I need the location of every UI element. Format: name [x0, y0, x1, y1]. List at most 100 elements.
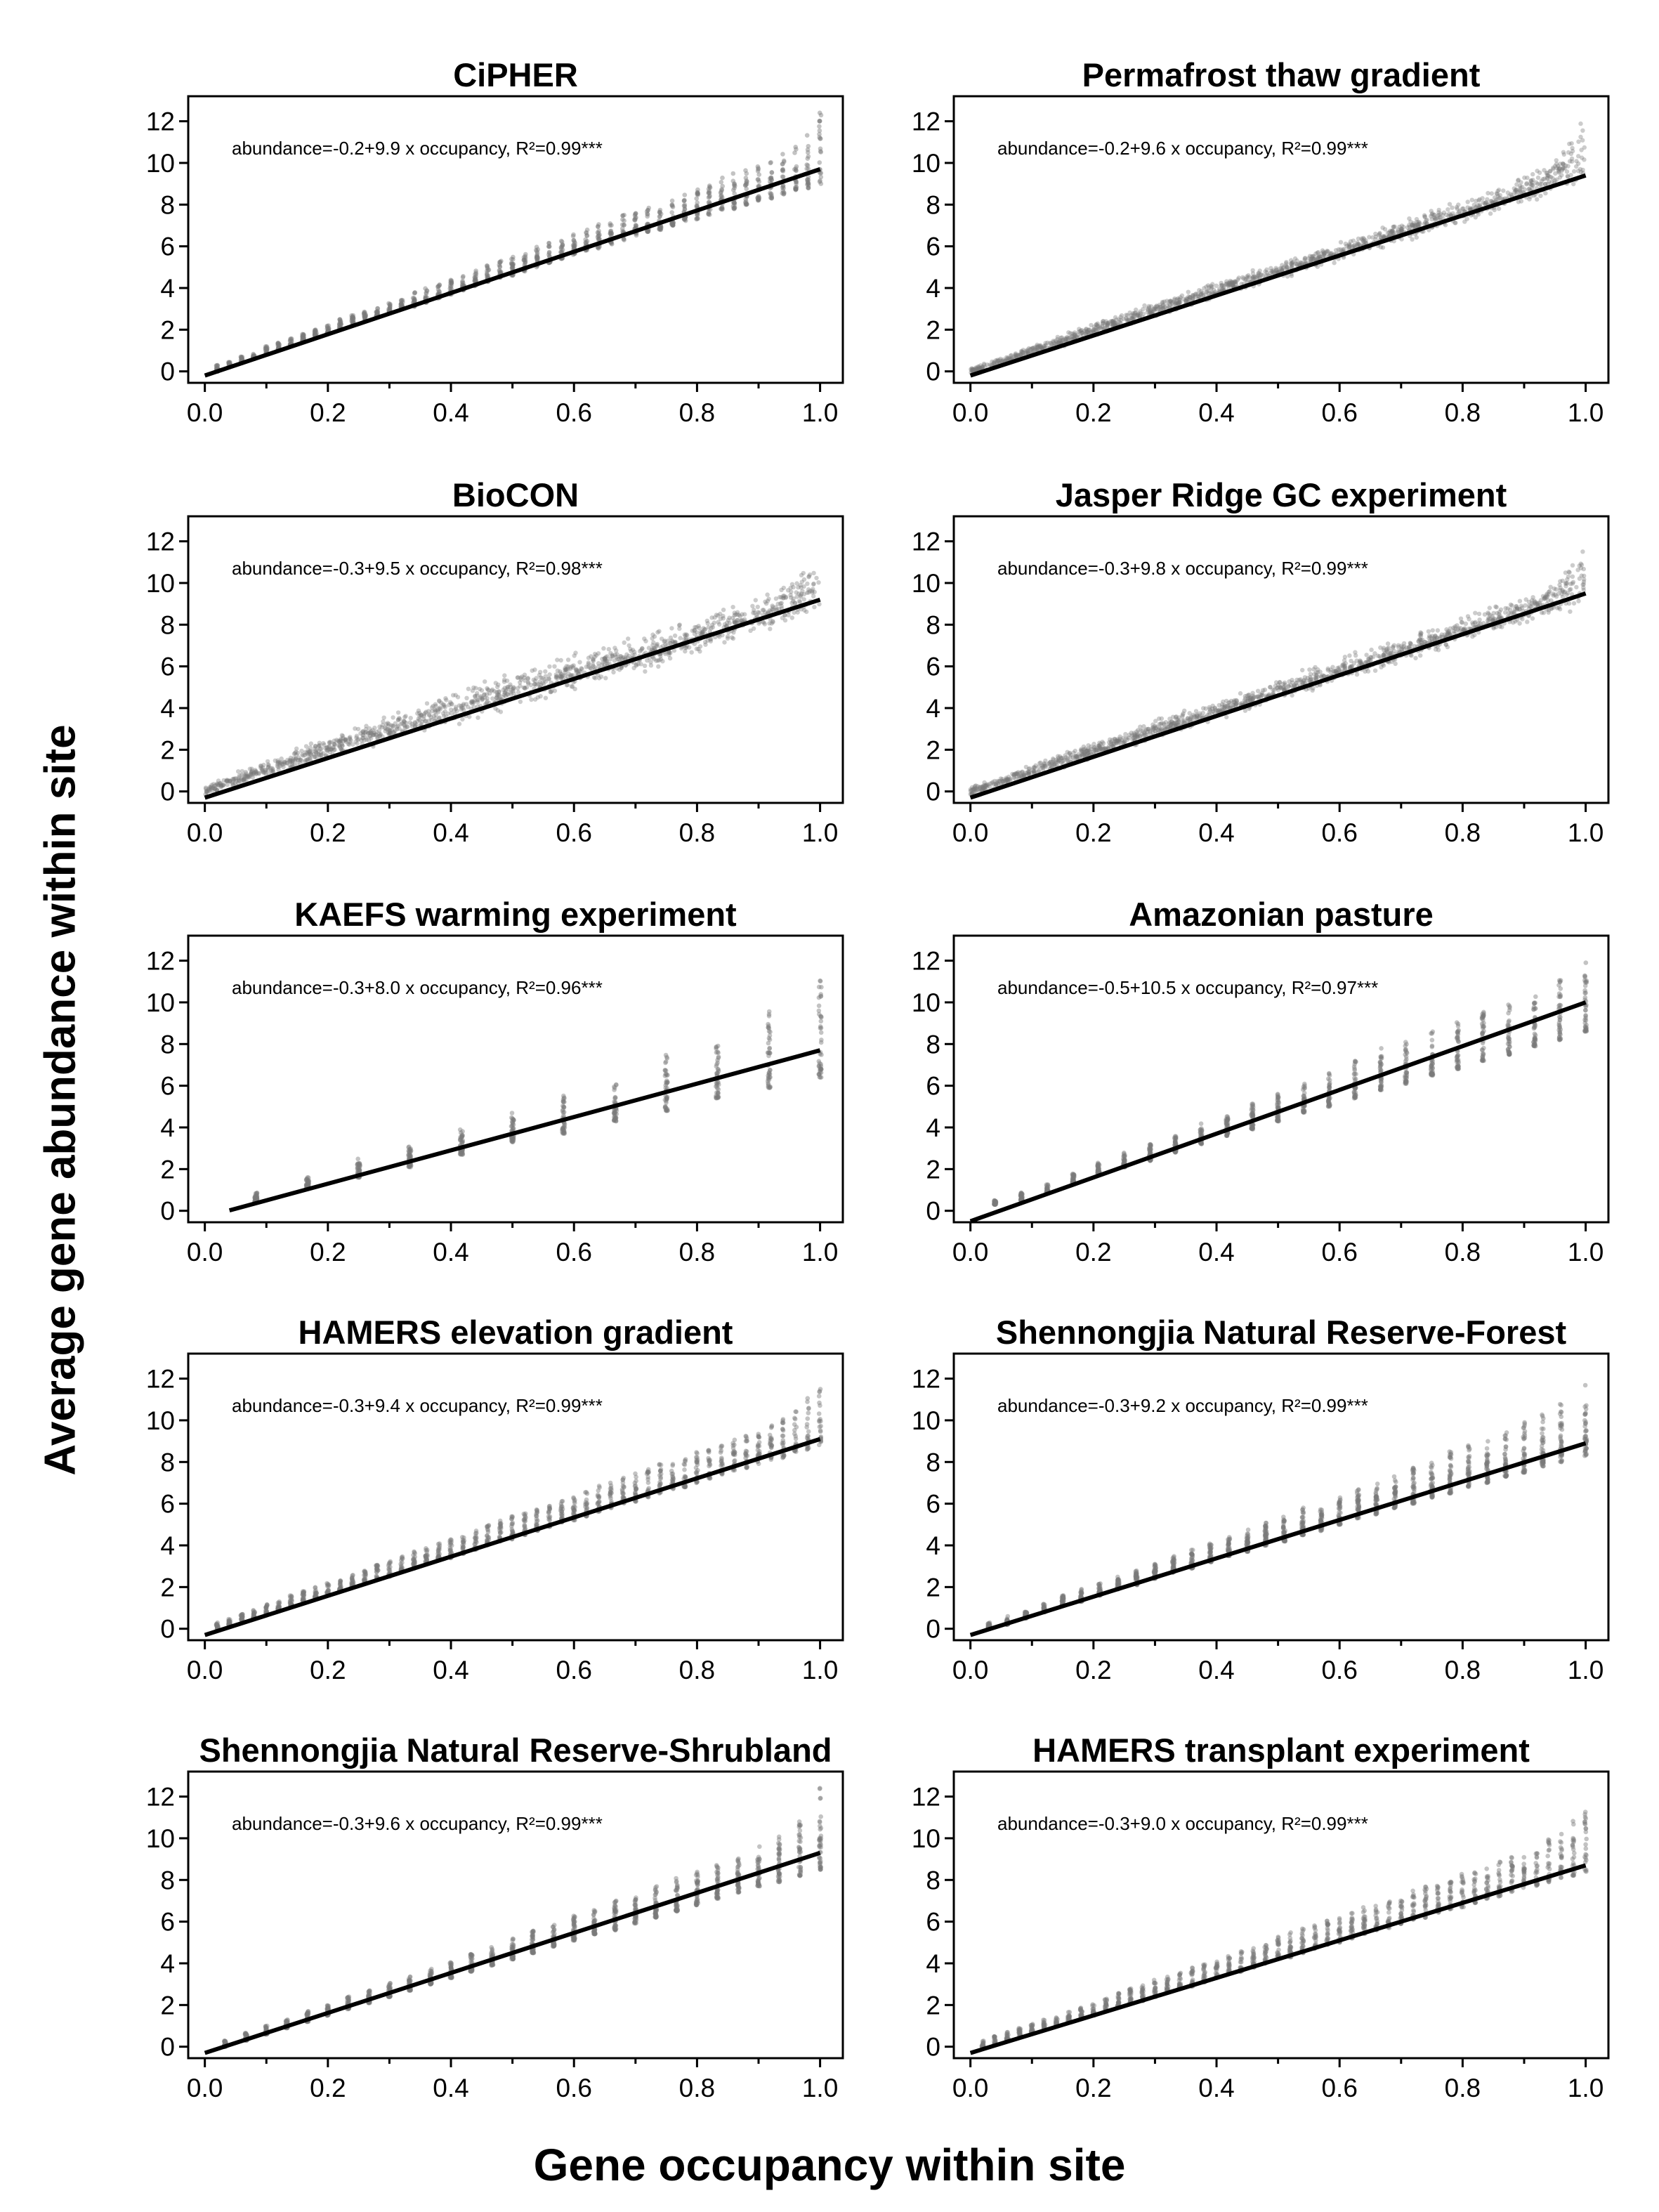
x-tick-label: 0.4: [1198, 398, 1234, 427]
data-point: [1386, 646, 1391, 650]
data-point: [1576, 139, 1581, 144]
data-point: [789, 615, 795, 620]
data-point: [1123, 732, 1128, 737]
data-point: [1255, 694, 1261, 699]
data-point: [289, 339, 294, 343]
data-point: [312, 329, 317, 334]
data-point: [362, 310, 367, 315]
data-point: [1129, 731, 1134, 735]
data-point: [1120, 738, 1124, 742]
data-point: [789, 601, 794, 606]
data-point: [1524, 181, 1529, 186]
data-point: [258, 765, 263, 771]
x-tick-label: 0.6: [556, 398, 591, 427]
data-point: [682, 207, 688, 212]
data-point: [350, 316, 356, 322]
data-point: [1464, 216, 1469, 221]
data-point: [769, 170, 775, 175]
data-point: [1518, 185, 1523, 190]
data-point: [275, 761, 280, 766]
data-point: [651, 640, 656, 645]
data-point: [1255, 688, 1261, 693]
data-point: [1380, 245, 1386, 250]
data-point: [1457, 209, 1462, 214]
data-point: [740, 617, 745, 622]
data-point: [349, 318, 355, 323]
y-tick-label: 4: [160, 694, 175, 723]
data-point: [1580, 128, 1585, 133]
data-point: [726, 617, 731, 622]
data-point: [288, 336, 293, 341]
data-point: [1362, 240, 1368, 244]
data-point: [658, 657, 664, 662]
data-point: [682, 192, 688, 197]
data-point: [505, 685, 510, 690]
data-point: [327, 740, 332, 745]
data-point: [402, 722, 407, 727]
data-point: [633, 211, 638, 216]
data-point: [313, 332, 318, 337]
data-point: [606, 647, 611, 652]
data-point: [1241, 276, 1246, 281]
x-tick-label: 0.8: [679, 398, 715, 427]
data-point: [313, 332, 317, 337]
data-point: [794, 181, 799, 186]
data-point: [1578, 121, 1583, 126]
data-point: [411, 299, 417, 304]
data-point: [1417, 632, 1422, 638]
data-point: [374, 311, 380, 316]
data-point: [1160, 299, 1165, 305]
data-point: [498, 709, 504, 714]
data-point: [1111, 321, 1116, 327]
data-point: [633, 223, 638, 228]
data-point: [768, 627, 773, 631]
data-point: [312, 327, 317, 333]
data-point: [1290, 677, 1294, 683]
data-point: [1497, 192, 1502, 198]
data-point: [731, 188, 736, 192]
data-point: [806, 143, 811, 149]
data-point: [546, 676, 551, 681]
data-point: [291, 752, 297, 757]
data-point: [332, 747, 337, 752]
data-point: [338, 321, 343, 327]
data-point: [386, 301, 391, 306]
data-point: [476, 715, 480, 720]
data-point: [579, 666, 584, 671]
data-point: [399, 298, 405, 303]
data-point: [423, 710, 428, 715]
data-point: [395, 717, 401, 722]
data-point: [729, 635, 735, 640]
data-point: [1580, 138, 1585, 143]
data-point: [1263, 269, 1268, 274]
data-point: [363, 312, 368, 318]
data-point: [277, 342, 282, 348]
data-point: [761, 608, 766, 613]
data-point: [300, 332, 305, 337]
data-point: [327, 750, 332, 755]
data-point: [362, 314, 368, 320]
data-point: [756, 197, 761, 202]
data-point: [552, 688, 558, 693]
data-point: [732, 200, 737, 205]
data-point: [1318, 674, 1324, 679]
data-point: [735, 617, 740, 623]
data-point: [1557, 175, 1563, 180]
data-point: [1140, 728, 1145, 733]
data-point: [466, 686, 471, 691]
data-point: [398, 301, 404, 306]
data-point: [650, 632, 655, 637]
y-tick-label: 4: [926, 274, 940, 303]
data-point: [263, 348, 268, 353]
data-point: [386, 306, 391, 312]
data-point: [1057, 758, 1062, 764]
data-point: [343, 738, 348, 743]
y-tick-label: 6: [160, 653, 175, 681]
data-point: [1205, 283, 1211, 288]
data-point: [689, 650, 694, 655]
data-point: [1233, 702, 1238, 707]
data-point: [240, 355, 244, 361]
data-point: [1530, 171, 1535, 177]
data-point: [361, 311, 367, 317]
